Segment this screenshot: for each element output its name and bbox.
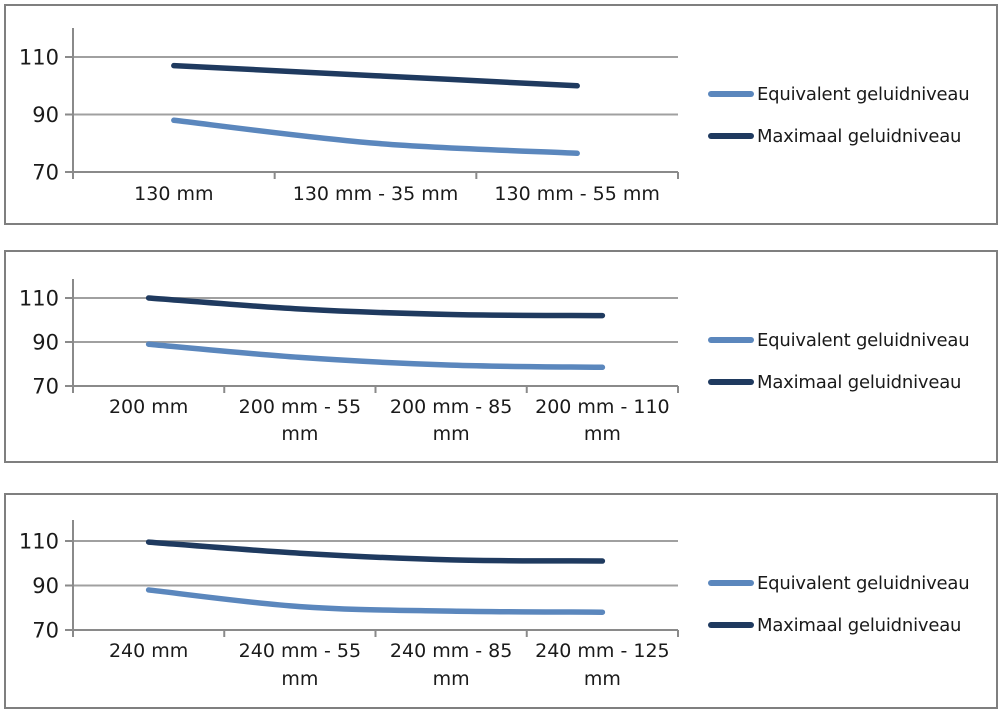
legend-label: Equivalent geluidniveau <box>757 83 970 105</box>
legend-label: Equivalent geluidniveau <box>757 572 970 594</box>
legend-label: Maximaal geluidniveau <box>757 125 962 147</box>
x-category-label: 200 mm - 85 <box>390 396 512 418</box>
equivalent-line <box>145 587 606 615</box>
x-category-label: mm <box>281 423 318 445</box>
x-category-label: 130 mm - 35 mm <box>293 183 459 205</box>
legend-130mm: Equivalent geluidniveau Maximaal geluidni… <box>708 82 970 166</box>
legend-item: Maximaal geluidniveau <box>708 124 969 148</box>
y-tick-label: 90 <box>32 574 59 598</box>
x-category-label: 200 mm <box>109 396 188 418</box>
legend-item: Maximaal geluidniveau <box>708 370 969 394</box>
x-category-label: 200 mm - 55 <box>239 396 361 418</box>
x-category-label: 130 mm - 55 mm <box>494 183 660 205</box>
y-tick-label: 110 <box>19 46 59 70</box>
legend-240mm: Equivalent geluidniveau Maximaal geluidni… <box>708 571 970 655</box>
maximaal-line-swatch <box>708 379 754 385</box>
x-category-label: 240 mm - 85 <box>390 640 512 662</box>
maximaal-line-swatch <box>708 622 754 628</box>
y-tick-label: 110 <box>19 530 59 554</box>
legend-label: Equivalent geluidniveau <box>757 329 970 351</box>
y-tick-label: 110 <box>19 287 59 311</box>
chart-panel-130mm: 110 90 70 130 mm 130 mm - 35 mm 130 mm - 55 m… <box>4 4 998 225</box>
maximaal-line <box>171 62 580 89</box>
legend-item: Equivalent geluidniveau <box>708 571 970 595</box>
y-tick-label: 90 <box>32 331 59 355</box>
x-category-label: 240 mm - 55 <box>239 640 361 662</box>
equivalent-line <box>145 341 606 371</box>
y-tick-label: 70 <box>32 161 59 185</box>
x-category-label: 240 mm <box>109 640 188 662</box>
legend-200mm: Equivalent geluidniveau Maximaal geluidni… <box>708 328 970 412</box>
x-category-label: mm <box>281 668 318 690</box>
line-chart-200mm: 110 90 70 200 mm 200 mm - 55 mm 200 mm - 85 mm 2… <box>19 279 679 445</box>
equivalent-line <box>171 117 580 157</box>
legend-item: Equivalent geluidniveau <box>708 82 970 106</box>
y-tick-label: 70 <box>32 375 59 399</box>
maximaal-line <box>145 539 606 564</box>
x-category-label: 130 mm <box>134 183 213 205</box>
y-tick-label: 70 <box>32 619 59 643</box>
line-chart-130mm: 110 90 70 130 mm 130 mm - 35 mm 130 mm - 55 m… <box>19 28 679 205</box>
x-category-label: mm <box>584 668 621 690</box>
equivalent-line-swatch <box>708 580 754 586</box>
maximaal-line <box>145 295 606 319</box>
legend-label: Maximaal geluidniveau <box>757 371 962 393</box>
x-category-label: mm <box>433 668 470 690</box>
x-category-label: 240 mm - 125 <box>535 640 670 662</box>
legend-item: Equivalent geluidniveau <box>708 328 970 352</box>
maximaal-line-swatch <box>708 133 754 139</box>
x-category-label: mm <box>584 423 621 445</box>
chart-panel-200mm: 110 90 70 200 mm 200 mm - 55 mm 200 mm - 85 mm 2… <box>4 250 998 463</box>
legend-item: Maximaal geluidniveau <box>708 613 969 637</box>
legend-label: Maximaal geluidniveau <box>757 614 962 636</box>
y-tick-label: 90 <box>32 103 59 127</box>
x-category-label: mm <box>433 423 470 445</box>
chart-panel-240mm: 110 90 70 240 mm 240 mm - 55 mm 240 mm - 85 mm 2… <box>4 493 998 709</box>
equivalent-line-swatch <box>708 91 754 97</box>
x-category-label: 200 mm - 110 <box>535 396 670 418</box>
line-chart-240mm: 110 90 70 240 mm 240 mm - 55 mm 240 mm - 85 mm 2… <box>19 520 679 690</box>
equivalent-line-swatch <box>708 337 754 343</box>
